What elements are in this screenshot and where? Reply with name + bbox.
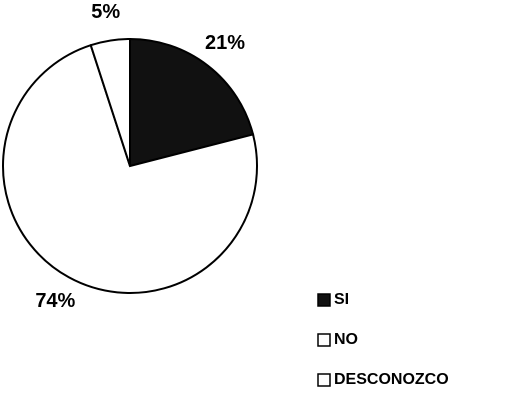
slice-label: 21% [205,32,245,54]
legend-swatch [317,373,331,387]
slice-label: 74% [35,290,75,312]
slice-label: 5% [91,1,120,23]
legend-swatch [317,333,331,347]
legend-label: DESCONOZCO [334,371,449,388]
legend-label: SI [334,291,349,308]
legend-label: NO [334,331,358,348]
pie-slice [89,37,131,167]
legend-swatch [317,293,331,307]
pie-slice [129,37,255,168]
pie-slice [2,43,258,294]
